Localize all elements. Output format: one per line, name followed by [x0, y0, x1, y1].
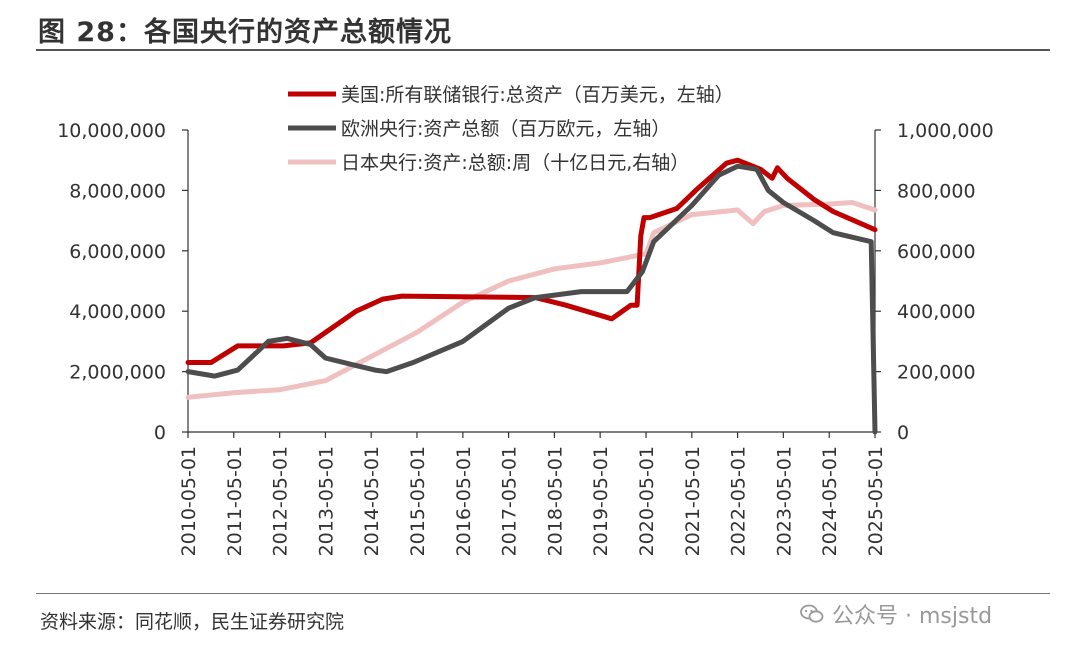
x-tick-label: 2022-05-01	[728, 446, 750, 556]
left-tick-label: 6,000,000	[69, 241, 166, 263]
right-tick-label: 400,000	[897, 301, 976, 323]
chart: 0 2,000,000 4,000,000 6,000,000 8,000,000 10,…	[57, 84, 994, 556]
axes: 0 2,000,000 4,000,000 6,000,000 8,000,000 10,…	[57, 120, 994, 556]
right-tick-label: 200,000	[897, 362, 976, 384]
x-tick-label: 2017-05-01	[499, 446, 521, 556]
source-note: 资料来源：同花顺，民生证券研究院	[40, 611, 345, 633]
x-tick-label: 2011-05-01	[224, 446, 246, 556]
legend: 美国:所有联储银行:总资产（百万美元，左轴） 欧洲央行:资产总额（百万欧元，左轴）…	[288, 84, 734, 174]
legend-label-2: 日本央行:资产:总额:周（十亿日元,右轴）	[341, 152, 689, 174]
x-tick-label: 2020-05-01	[636, 446, 658, 556]
series-line-0	[185, 157, 878, 365]
x-tick-label: 2023-05-01	[773, 446, 795, 556]
legend-label-0: 美国:所有联储银行:总资产（百万美元，左轴）	[341, 84, 734, 106]
watermark: 公众号 · msjstd	[800, 598, 992, 630]
left-tick-label: 2,000,000	[69, 362, 166, 384]
right-tick-label: 0	[897, 422, 909, 444]
x-tick-label: 2021-05-01	[682, 446, 704, 556]
title-divider	[36, 49, 1050, 51]
right-tick-label: 1,000,000	[897, 120, 994, 142]
left-tick-label: 10,000,000	[57, 120, 166, 142]
series-line-1	[185, 163, 878, 435]
x-tick-label: 2013-05-01	[315, 446, 337, 556]
x-tick-label: 2015-05-01	[407, 446, 429, 556]
left-tick-label: 8,000,000	[69, 180, 166, 202]
right-tick-label: 600,000	[897, 241, 976, 263]
left-tick-label: 0	[154, 422, 166, 444]
x-tick-label: 2025-05-01	[865, 446, 887, 556]
series-lines	[185, 157, 878, 435]
x-tick-label: 2014-05-01	[361, 446, 383, 556]
wechat-icon	[800, 604, 824, 623]
legend-label-1: 欧洲央行:资产总额（百万欧元，左轴）	[341, 118, 670, 140]
series-line-2	[185, 200, 878, 400]
source-divider	[36, 593, 1050, 594]
x-tick-label: 2019-05-01	[590, 446, 612, 556]
x-tick-label: 2024-05-01	[819, 446, 841, 556]
right-tick-label: 800,000	[897, 180, 976, 202]
watermark-text: 公众号 · msjstd	[832, 604, 993, 629]
left-tick-label: 4,000,000	[69, 301, 166, 323]
x-tick-label: 2012-05-01	[270, 446, 292, 556]
x-tick-label: 2018-05-01	[544, 446, 566, 556]
x-tick-label: 2016-05-01	[453, 446, 475, 556]
chart-title: 图 28：各国央行的资产总额情况	[38, 17, 452, 48]
x-tick-label: 2010-05-01	[178, 446, 200, 556]
